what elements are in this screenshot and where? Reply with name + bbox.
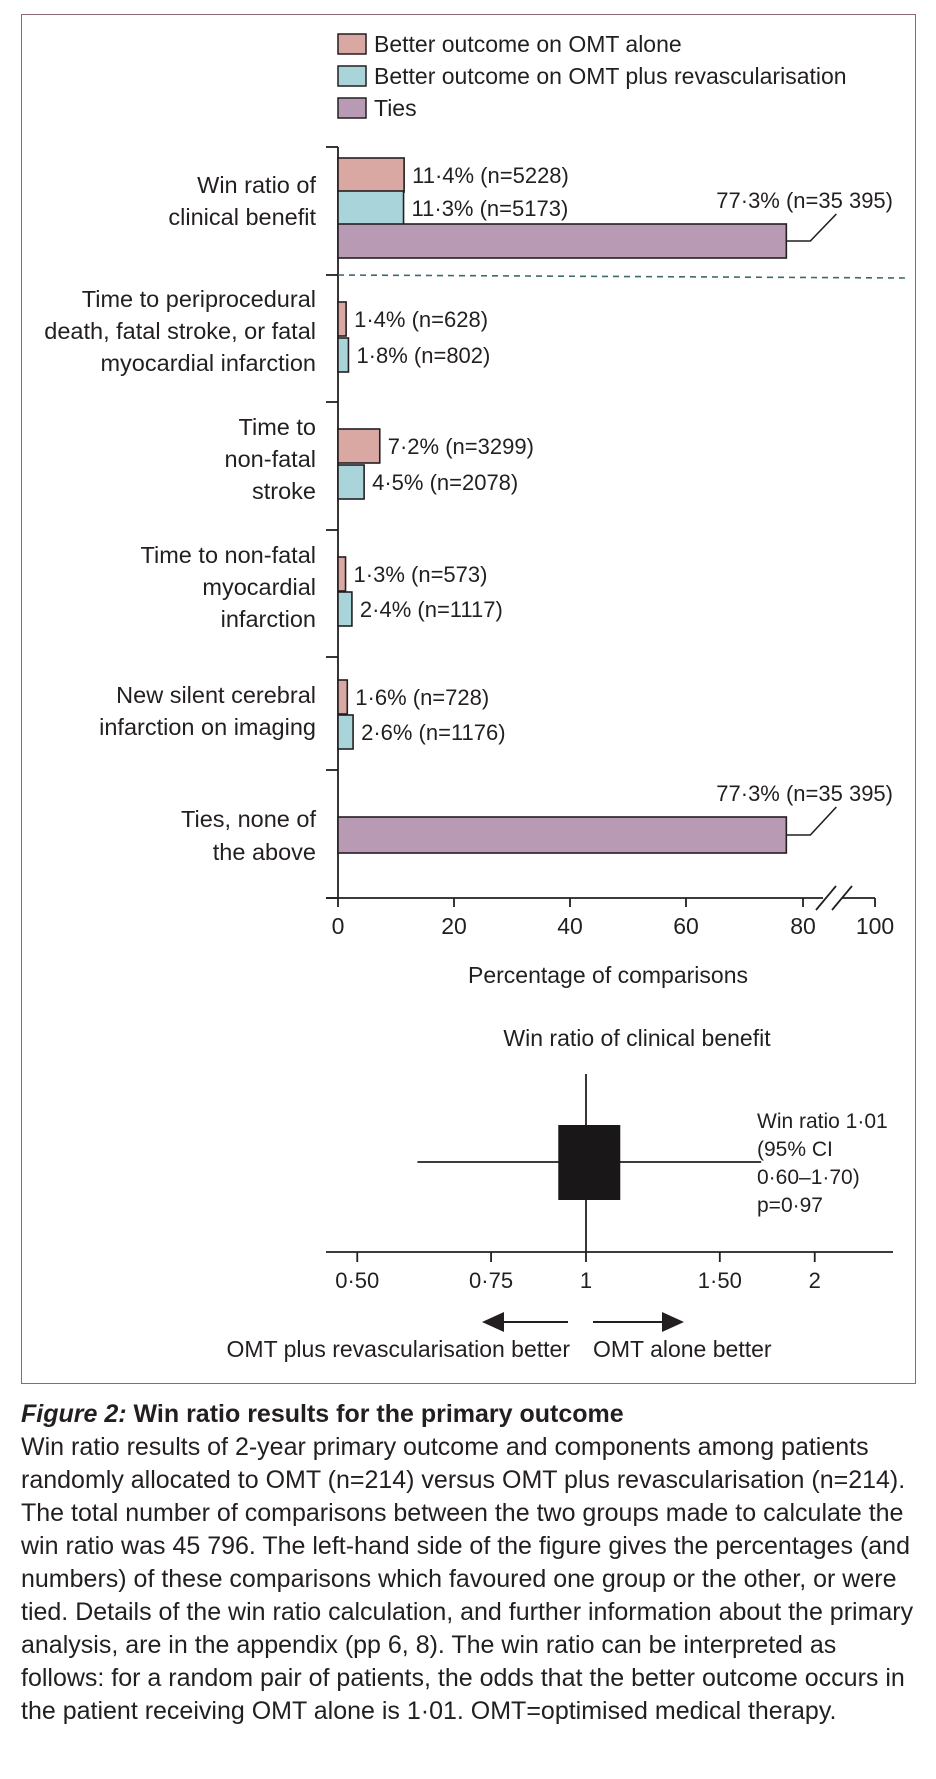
data-label: 2·4% (n=1117): [360, 597, 503, 622]
category-label: clinical benefit: [168, 204, 316, 230]
forest-x-tick-label: 2: [809, 1268, 821, 1293]
bar-omt_revasc: [337, 337, 350, 373]
bar-omt_revasc: [337, 190, 405, 226]
bar-omt_revasc: [337, 591, 353, 627]
legend-label-omt_revasc: Better outcome on OMT plus revascularisa…: [374, 63, 847, 89]
legend-swatch-ties: [337, 97, 367, 119]
bar-omt_alone: [337, 679, 349, 715]
data-label: 1·8% (n=802): [356, 343, 490, 368]
category-label: infarction: [221, 606, 316, 632]
right-arrow-head: [662, 1312, 684, 1332]
data-label: 77·3% (n=35 395): [716, 781, 893, 806]
chart-area: Better outcome on OMT alone Better outcom…: [44, 31, 906, 1362]
forest-point-estimate: [558, 1125, 621, 1200]
data-label: 2·6% (n=1176): [361, 720, 506, 745]
forest-annotation: p=0·97: [757, 1194, 823, 1217]
category-label: Ties, none of: [181, 806, 316, 832]
data-label: 4·5% (n=2078): [372, 470, 518, 495]
data-label: 11·4% (n=5228): [412, 163, 569, 188]
x-tick-label: 100: [856, 913, 894, 939]
data-label: 1·3% (n=573): [354, 562, 488, 587]
category-label: myocardial: [202, 574, 316, 600]
category-label: stroke: [252, 478, 316, 504]
forest-x-tick-label: 0·75: [469, 1268, 513, 1293]
x-tick-label: 0: [332, 913, 345, 939]
forest-x-tick-label: 0·50: [335, 1268, 379, 1293]
legend-label-omt_alone: Better outcome on OMT alone: [374, 31, 682, 57]
category-label: Time to non-fatal: [141, 542, 316, 568]
bar-omt_alone: [337, 556, 347, 592]
forest-annotation: Win ratio 1·01: [757, 1110, 888, 1133]
category-label: the above: [213, 839, 316, 865]
data-label-leader: [786, 806, 837, 836]
bar-ties: [337, 223, 788, 259]
group-separator-dashed: [337, 274, 906, 279]
bar-ties: [337, 816, 788, 854]
category-label: New silent cerebral: [116, 682, 316, 708]
category-label: death, fatal stroke, or fatal: [44, 318, 316, 344]
caption-body: Win ratio results of 2-year primary outc…: [21, 1433, 914, 1725]
left-arrow-label: OMT plus revascularisation better: [227, 1336, 571, 1362]
bar-omt_revasc: [337, 464, 365, 500]
bar-omt_revasc: [337, 714, 354, 750]
left-arrow-head: [482, 1312, 504, 1332]
forest-x-tick-label: 1·50: [698, 1268, 742, 1293]
category-label: Win ratio of: [197, 172, 316, 198]
forest-title: Win ratio of clinical benefit: [503, 1025, 771, 1051]
category-label: Time to periprocedural: [82, 286, 316, 312]
x-tick-label: 80: [790, 913, 816, 939]
data-label: 1·6% (n=728): [355, 685, 489, 710]
caption-title: Win ratio results for the primary outcom…: [133, 1400, 624, 1428]
bar-omt_alone: [337, 301, 347, 337]
right-arrow-label: OMT alone better: [593, 1336, 772, 1362]
category-label: non-fatal: [225, 446, 316, 472]
forest-x-tick-label: 1: [580, 1268, 592, 1293]
bar-omt_alone: [337, 428, 381, 464]
figure-frame: [21, 14, 916, 1384]
legend-label-ties: Ties: [374, 95, 417, 121]
caption-heading: Figure 2: Win ratio results for the prim…: [21, 1398, 921, 1431]
figure-caption: Figure 2: Win ratio results for the prim…: [21, 1398, 921, 1728]
category-label: infarction on imaging: [99, 714, 316, 740]
x-tick-label: 20: [441, 913, 467, 939]
legend-swatch-omt_revasc: [337, 65, 367, 87]
category-label: myocardial infarction: [100, 350, 316, 376]
data-label: 7·2% (n=3299): [388, 434, 534, 459]
x-tick-label: 60: [673, 913, 699, 939]
caption-figure-label: Figure 2:: [21, 1400, 127, 1428]
legend-swatch-omt_alone: [337, 33, 367, 55]
x-axis-title: Percentage of comparisons: [468, 962, 748, 988]
forest-annotation: 0·60–1·70): [757, 1166, 860, 1189]
axis-break-mark: [815, 885, 837, 911]
forest-annotation: (95% CI: [757, 1138, 833, 1161]
axis-break-mark: [831, 885, 853, 911]
data-label-leader: [786, 213, 837, 242]
data-label: 1·4% (n=628): [354, 307, 488, 332]
data-label: 77·3% (n=35 395): [716, 188, 893, 213]
category-label: Time to: [239, 414, 316, 440]
bar-omt_alone: [337, 157, 405, 193]
data-label: 11·3% (n=5173): [412, 196, 569, 221]
x-tick-label: 40: [557, 913, 583, 939]
